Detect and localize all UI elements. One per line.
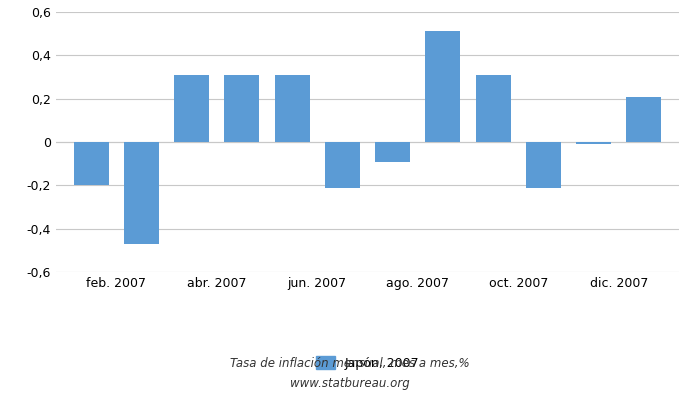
Bar [274,75,309,142]
Bar [325,142,360,188]
Text: www.statbureau.org: www.statbureau.org [290,378,410,390]
Text: Tasa de inflación mensual, mes a mes,%: Tasa de inflación mensual, mes a mes,% [230,358,470,370]
Legend: Japón, 2007: Japón, 2007 [311,351,424,375]
Bar [626,96,662,142]
Bar [526,142,561,188]
Bar [426,32,461,142]
Bar [124,142,159,244]
Bar [375,142,410,162]
Bar [224,75,260,142]
Bar [74,142,108,185]
Bar [475,75,511,142]
Bar [174,75,209,142]
Bar [576,142,611,144]
